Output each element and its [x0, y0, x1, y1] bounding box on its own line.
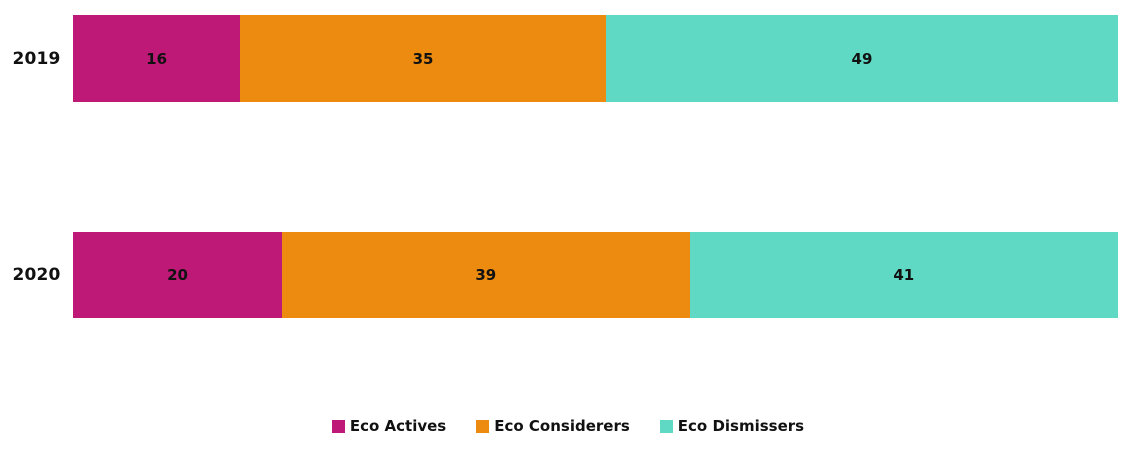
legend-item-eco-dismissers: Eco Dismissers [659, 417, 805, 435]
segment-eco-considerers-2019: 35 [240, 15, 606, 102]
legend-label: Eco Dismissers [677, 417, 805, 435]
segment-value-label: 41 [893, 266, 915, 284]
category-label-2020: 2020 [12, 265, 61, 285]
category-label-2019: 2019 [12, 48, 61, 69]
segment-eco-actives-2020: 20 [73, 232, 282, 318]
segment-value-label: 20 [167, 266, 188, 284]
segment-eco-actives-2019: 16 [73, 15, 241, 102]
legend-item-eco-actives: Eco Actives [331, 417, 447, 435]
segment-eco-dismissers-2020: 41 [689, 232, 1118, 318]
segment-value-label: 16 [146, 49, 168, 68]
bar-row-2020: 2020 20 39 41 [0, 232, 1118, 318]
segment-value-label: 39 [475, 266, 497, 284]
chart-legend: Eco Actives Eco Considerers Eco Dismisse… [0, 417, 1136, 435]
legend-swatch-icon [476, 419, 490, 433]
bar-2019: 16 35 49 [73, 15, 1118, 102]
legend-label: Eco Considerers [494, 417, 630, 435]
bar-row-2019: 2019 16 35 49 [0, 15, 1118, 102]
legend-swatch-icon [331, 419, 345, 433]
segment-eco-considerers-2020: 39 [282, 232, 690, 318]
segment-value-label: 35 [412, 49, 434, 68]
legend-swatch-icon [659, 419, 673, 433]
legend-label: Eco Actives [349, 417, 447, 435]
segment-eco-dismissers-2019: 49 [605, 15, 1118, 102]
bar-2020: 20 39 41 [73, 232, 1118, 318]
segment-value-label: 49 [851, 49, 873, 68]
legend-item-eco-considerers: Eco Considerers [476, 417, 630, 435]
